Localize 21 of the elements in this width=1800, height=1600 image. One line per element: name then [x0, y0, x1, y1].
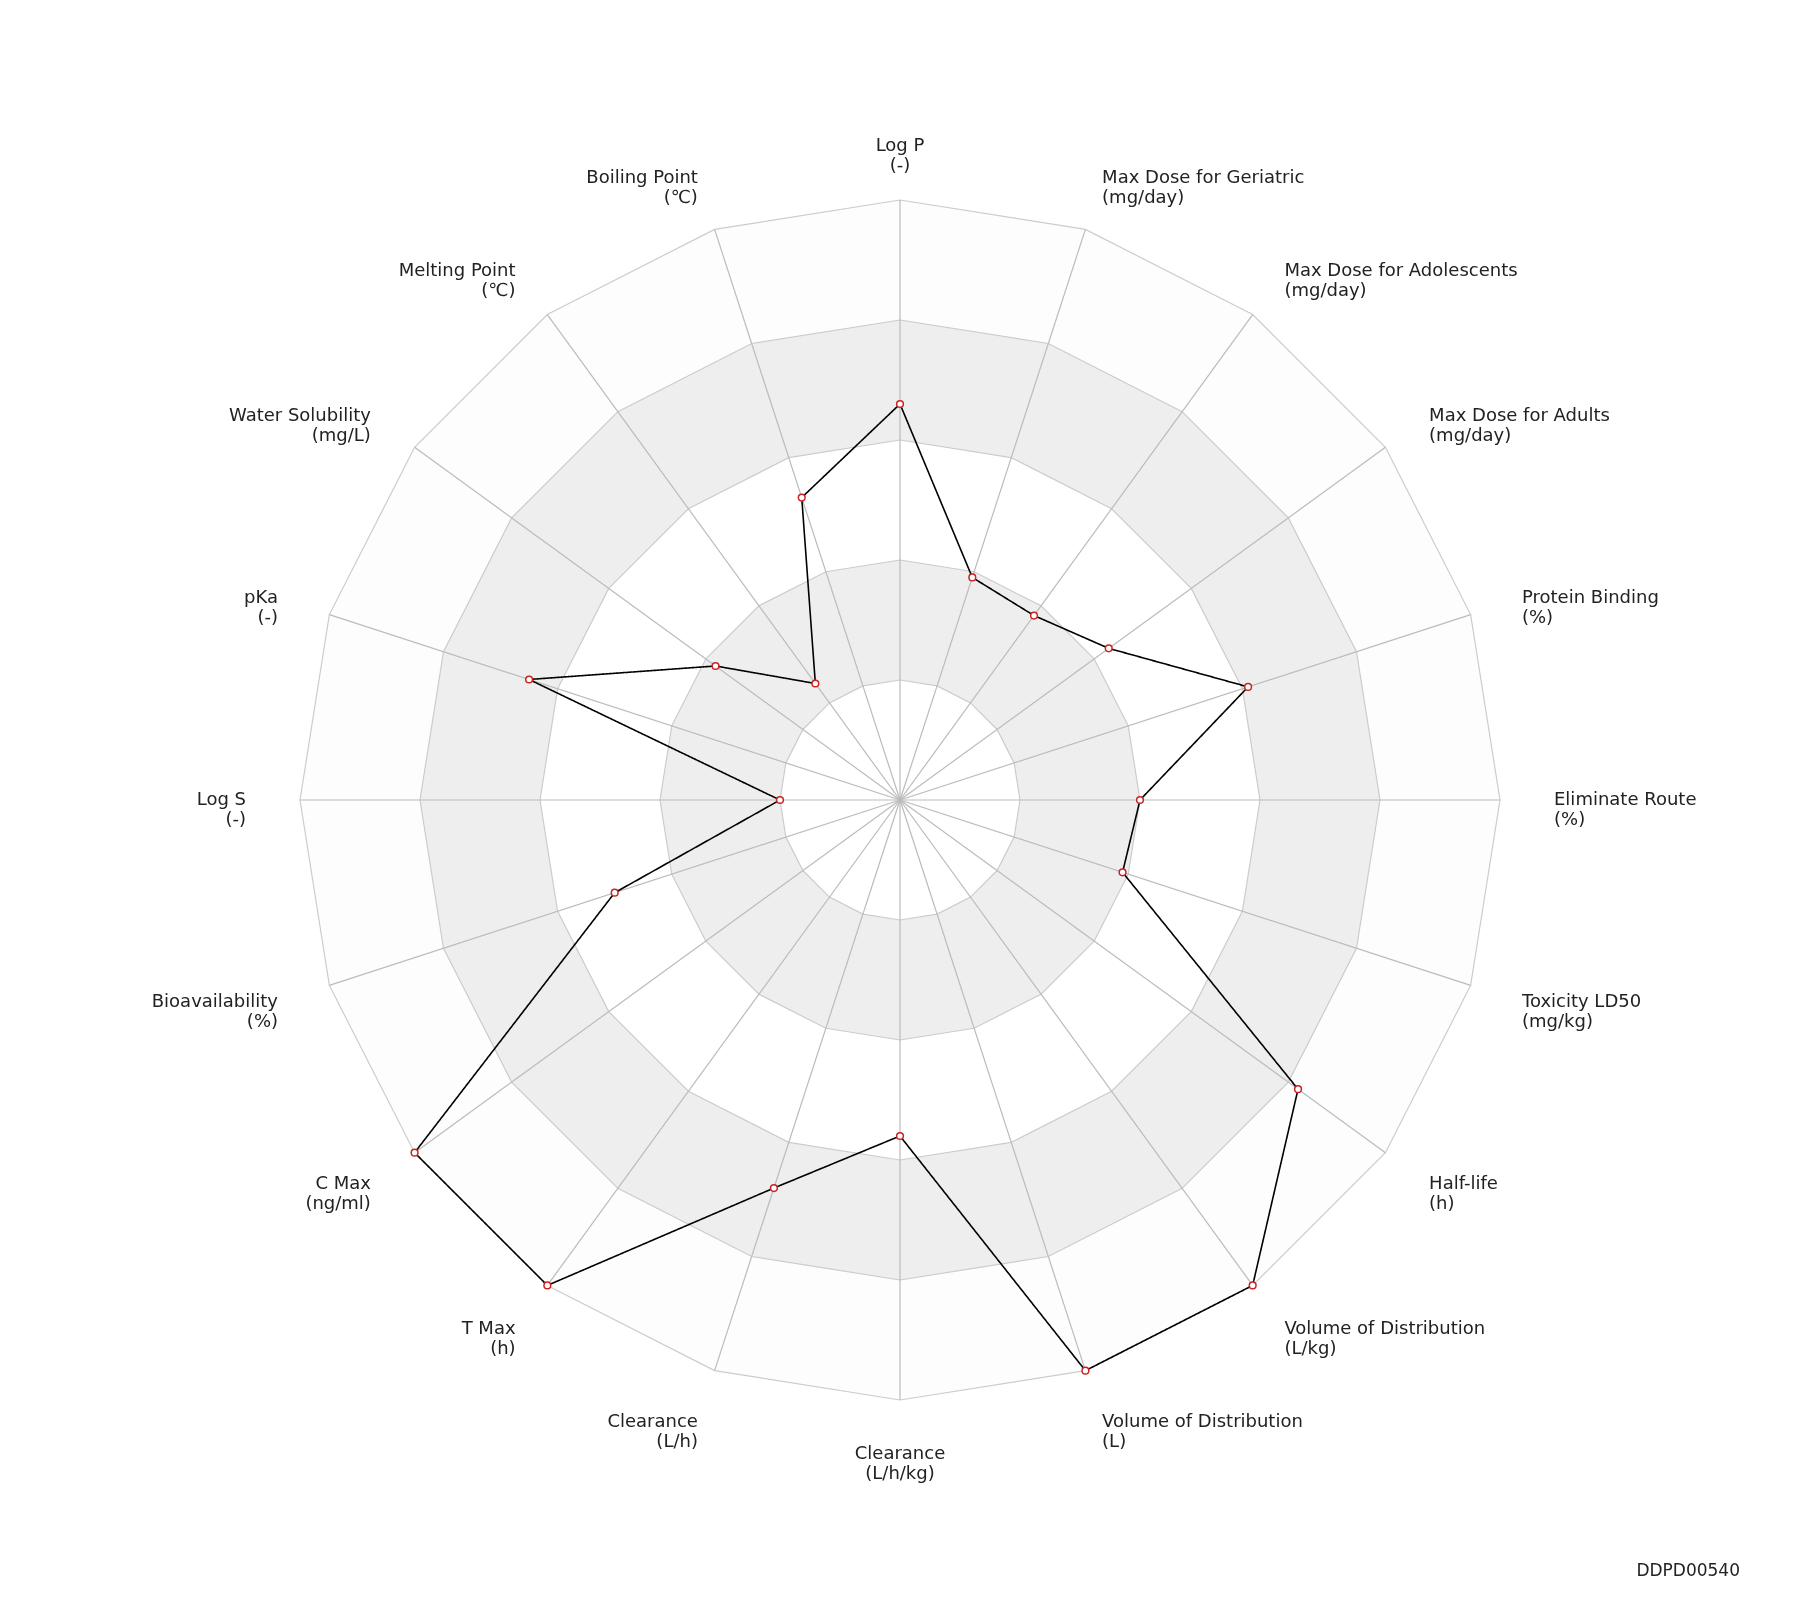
- spoke-label: Melting Point (℃): [398, 258, 516, 300]
- spoke-label: Log P (-): [875, 134, 925, 175]
- spoke-label: Eliminate Route (%): [1554, 788, 1697, 829]
- text: DDPD00540: [1636, 1560, 1740, 1580]
- spoke-label: Volume of Distribution (L/kg): [1284, 1317, 1486, 1359]
- spoke-label: Protein Binding (%): [1521, 585, 1659, 627]
- spoke-label: Max Dose for Adults (mg/day): [1429, 403, 1610, 445]
- spoke-label: C Max (ng/ml): [305, 1172, 372, 1214]
- spoke-label: Clearance (L/h/kg): [854, 1442, 946, 1483]
- spoke-label: Half-life (h): [1429, 1172, 1498, 1214]
- spoke-label: Clearance (L/h): [607, 1409, 698, 1451]
- spoke-label: Max Dose for Geriatric (mg/day): [1102, 166, 1305, 208]
- spoke-label: Boiling Point (℃): [586, 166, 698, 208]
- spoke-label: Toxicity LD50 (mg/kg): [1520, 990, 1642, 1032]
- spoke-label: Bioavailability (%): [151, 990, 279, 1032]
- spoke-label: Water Solubility (mg/L): [228, 403, 372, 445]
- spoke-label: T Max (h): [460, 1317, 516, 1359]
- spoke-label: Log S (-): [196, 788, 246, 829]
- spoke-label: Volume of Distribution (L): [1102, 1409, 1303, 1451]
- spoke-label: Max Dose for Adolescents (mg/day): [1284, 258, 1518, 300]
- spoke-label: pKa (-): [244, 585, 279, 627]
